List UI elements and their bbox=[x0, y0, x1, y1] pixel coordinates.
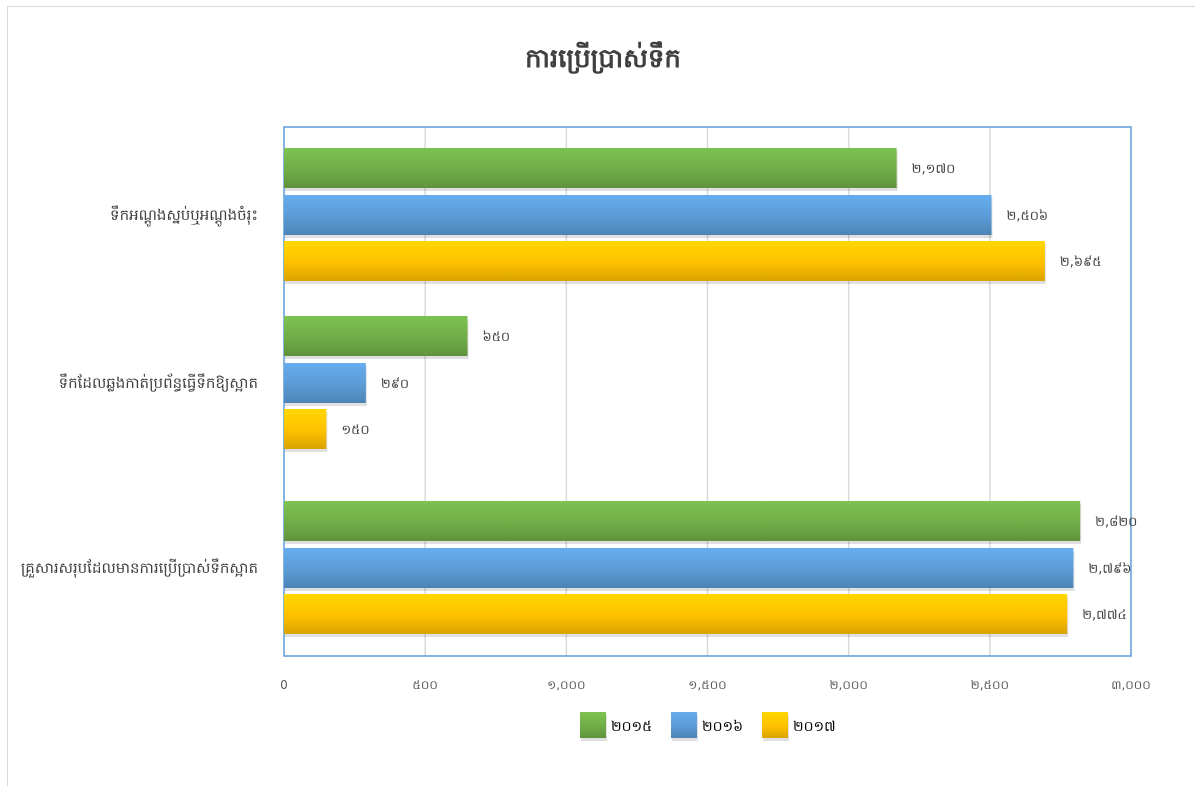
data-label: ២,៧៧៤ bbox=[1082, 608, 1127, 623]
legend-label: ២០១៦ bbox=[702, 719, 743, 735]
bar bbox=[284, 148, 897, 188]
x-tick-label: ២,០០០ bbox=[829, 678, 867, 692]
chart-title: ការប្រើប្រាស់ទឹក bbox=[525, 41, 681, 74]
data-label: ១៥០ bbox=[341, 423, 369, 438]
x-tick-label: 0 bbox=[280, 678, 288, 692]
x-tick-label: ៣,០០០ bbox=[1111, 678, 1151, 692]
legend-swatch bbox=[671, 712, 697, 738]
x-tick-label: ១,០០០ bbox=[547, 678, 585, 692]
x-tick-label: ២,៥០០ bbox=[971, 678, 1009, 692]
legend: ២០១៥ ២០១៦ ២០១៧ bbox=[580, 712, 836, 741]
data-label: ២,៨២០ bbox=[1095, 515, 1137, 530]
bar bbox=[284, 548, 1074, 588]
bar bbox=[284, 409, 327, 449]
category-label: ទឹកអណ្ដូងស្នប់ឬអណ្ដូងចំរុះ bbox=[110, 205, 258, 227]
bar bbox=[284, 195, 992, 235]
category-label: ទឹកដែលឆ្លងកាត់ប្រព័ន្ធធ្វើទឹកឱ្យស្អាត bbox=[59, 373, 258, 392]
data-label: ២,១៧០ bbox=[912, 162, 956, 177]
bar bbox=[284, 501, 1081, 541]
data-label: ២៩០ bbox=[381, 377, 409, 392]
bar bbox=[284, 241, 1045, 281]
x-tick-label: ១,៥០០ bbox=[688, 678, 726, 692]
data-label: ២,៧៩៦ bbox=[1088, 562, 1131, 577]
legend-label: ២០១៧ bbox=[793, 719, 836, 735]
bar bbox=[284, 594, 1068, 634]
legend-label: ២០១៥ bbox=[611, 719, 652, 735]
chart-frame bbox=[7, 6, 1195, 786]
bar bbox=[284, 316, 468, 356]
data-label: ២,៥០៦ bbox=[1007, 209, 1049, 224]
x-tick-label: ៥០០ bbox=[412, 678, 438, 692]
category-labels: ទឹកអណ្ដូងស្នប់ឬអណ្ដូងចំរុះទឹកដែលឆ្លងកាត់… bbox=[21, 205, 258, 578]
data-label: ៦៥០ bbox=[483, 330, 511, 345]
category-label: គ្រួសារសរុបដែលមានការប្រើប្រាស់ទឹកស្អាត bbox=[21, 558, 258, 578]
legend-swatch bbox=[580, 712, 606, 738]
bar bbox=[284, 363, 366, 403]
x-tick-labels: 0 ៥០០ ១,០០០ ១,៥០០ ២,០០០ ២,៥០០ ៣,០០០ bbox=[280, 678, 1151, 692]
legend-swatch bbox=[762, 712, 788, 738]
data-label: ២,៦៩៥ bbox=[1060, 255, 1102, 270]
